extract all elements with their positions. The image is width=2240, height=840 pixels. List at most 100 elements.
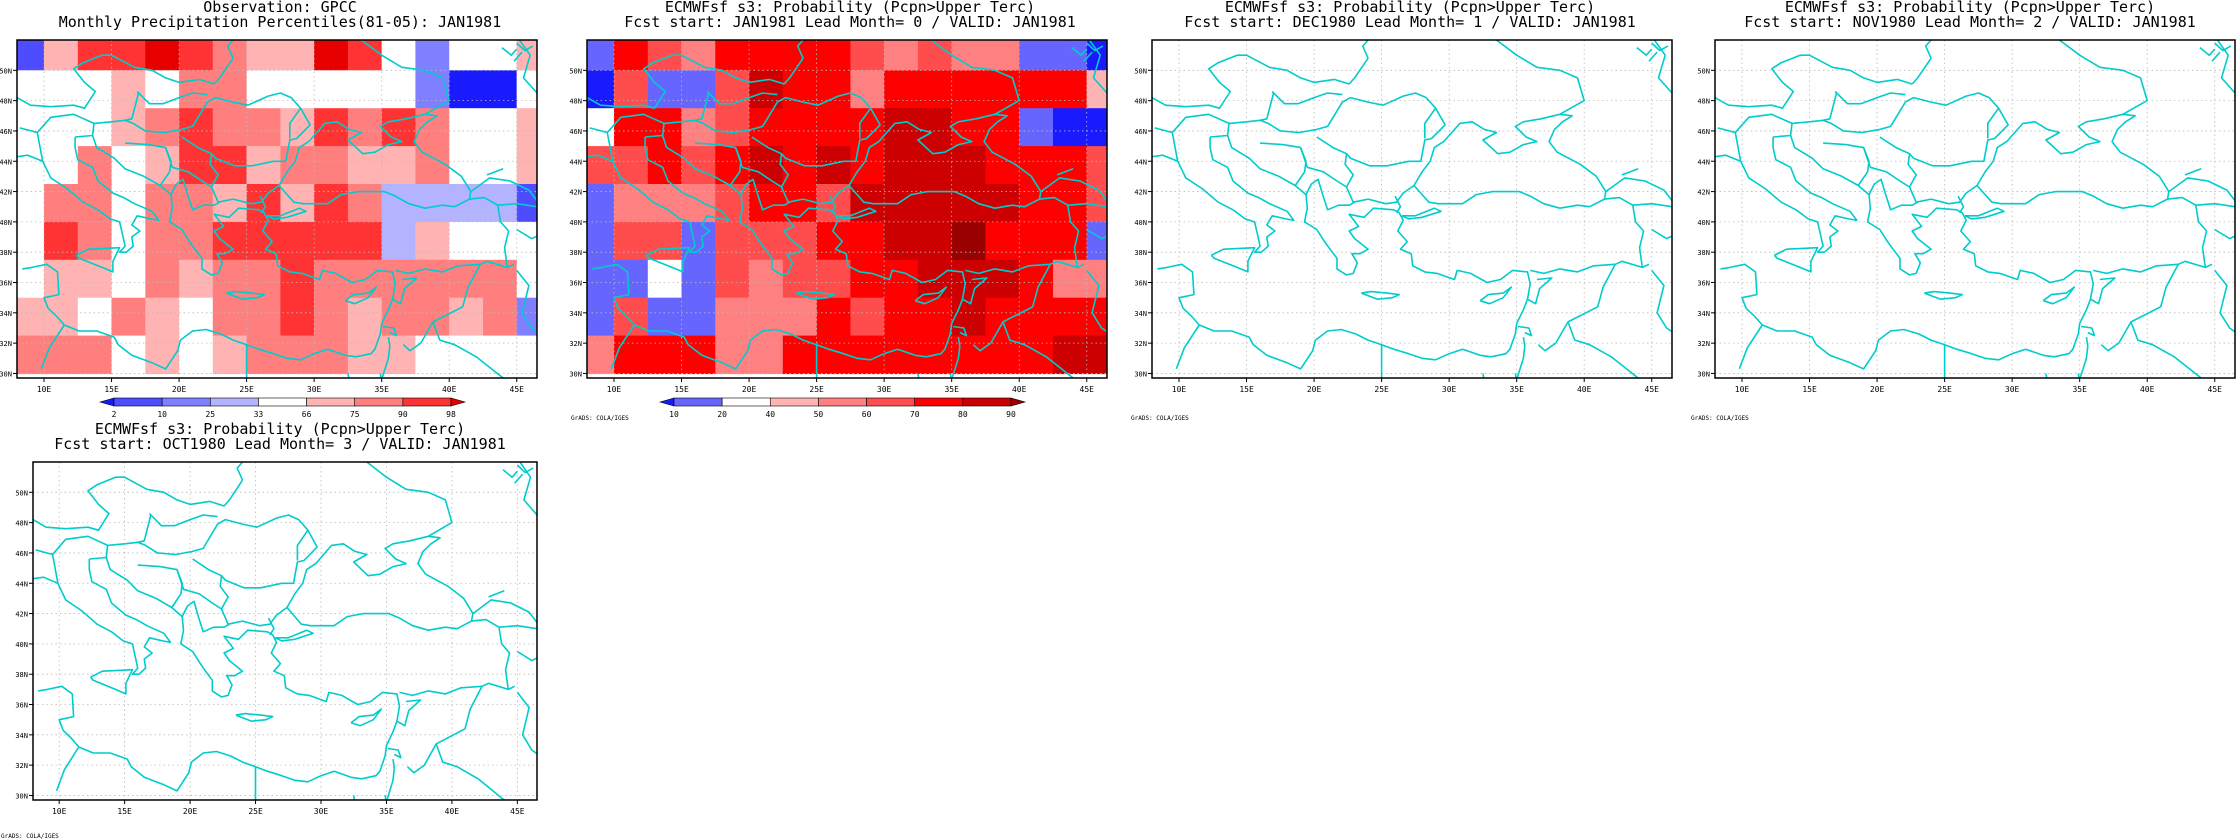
grid-cell — [850, 40, 885, 71]
lon-tick-label: 15E — [117, 807, 132, 816]
colorbar-label: 50 — [814, 410, 824, 419]
grid-cell — [17, 146, 45, 185]
grid-cell — [77, 297, 113, 337]
lat-tick-label: 38N — [0, 249, 12, 257]
lon-tick-label: 20E — [172, 385, 187, 394]
lat-tick-label: 48N — [569, 98, 582, 106]
grid-cell — [44, 335, 79, 375]
coastlines — [1715, 40, 2235, 378]
lon-tick-label: 40E — [442, 385, 457, 394]
lon-tick-label: 25E — [248, 807, 263, 816]
grid-cell — [280, 221, 315, 261]
grid-cell — [17, 108, 45, 147]
colorbar-segment — [673, 397, 723, 407]
colorbar-segment — [658, 397, 675, 407]
credit-text: GrADS: COLA/IGES — [1691, 415, 1749, 422]
lat-tick-label: 44N — [1697, 158, 1710, 166]
panel-title-line2: Fcst start: NOV1980 Lead Month= 2 / VALI… — [1744, 13, 2196, 31]
grid-cell — [816, 40, 851, 71]
panel-title-line1: ECMWFsf s3: Probability (Pcpn>Upper Terc… — [1784, 0, 2156, 16]
lat-tick-label: 36N — [15, 702, 28, 710]
grid-cell — [111, 70, 146, 109]
lat-tick-label: 38N — [1134, 249, 1147, 257]
panel-title-line2: Fcst start: JAN1981 Lead Month= 0 / VALI… — [624, 13, 1076, 31]
grid-cell — [77, 40, 113, 71]
credit-text: GrADS: COLA/IGES — [571, 415, 629, 422]
lon-tick-label: 20E — [742, 385, 757, 394]
grid-cell — [985, 297, 1020, 337]
lat-tick-label: 50N — [15, 489, 28, 497]
grid-cell — [749, 184, 784, 223]
grid-cell — [647, 70, 683, 109]
grid-cell — [449, 335, 484, 375]
grid-cell — [77, 70, 113, 109]
lat-tick-label: 30N — [1134, 370, 1147, 378]
grid-cell — [516, 184, 537, 223]
grid-cell — [246, 108, 281, 147]
coastlines — [1152, 40, 1672, 378]
grid-cell — [111, 146, 146, 185]
lat-tick-label: 40N — [1697, 219, 1710, 227]
lat-tick-label: 46N — [1134, 128, 1147, 136]
grid-cell — [381, 297, 417, 337]
panel-title-line1: ECMWFsf s3: Probability (Pcpn>Upper Terc… — [94, 420, 466, 438]
coastlines — [17, 40, 537, 378]
lat-tick-label: 50N — [1697, 67, 1710, 75]
lat-tick-label: 34N — [15, 732, 28, 740]
grid-cell — [77, 335, 113, 375]
credit-text: GrADS: COLA/IGES — [1, 833, 59, 840]
colorbar-segment — [769, 397, 819, 407]
grid-cell — [246, 40, 281, 71]
grid-cell — [212, 335, 248, 375]
grid-cell — [985, 221, 1020, 261]
grid-cell — [483, 40, 518, 71]
grid-cell — [614, 335, 649, 375]
grid-cell — [917, 40, 953, 71]
grid-cell — [179, 70, 214, 109]
lat-tick-label: 34N — [1134, 310, 1147, 318]
lat-tick-label: 42N — [1697, 189, 1710, 197]
grid-cell — [449, 108, 484, 147]
grid-cell — [415, 297, 450, 337]
lat-tick-label: 46N — [0, 128, 12, 136]
grid-cell — [614, 146, 649, 185]
grid-cell — [381, 221, 417, 261]
panel-title-line2: Fcst start: OCT1980 Lead Month= 3 / VALI… — [54, 435, 506, 453]
lon-tick-label: 10E — [1735, 385, 1750, 394]
grid-cell — [381, 184, 417, 223]
grid-cell — [17, 297, 45, 337]
grid-cell — [1086, 259, 1107, 299]
colorbar-label: 66 — [302, 410, 312, 419]
grid-cell — [1019, 40, 1054, 71]
grid-cell — [917, 108, 953, 147]
lat-tick-label: 34N — [1697, 310, 1710, 318]
colorbar-label: 2 — [112, 410, 117, 419]
grid-cell — [347, 146, 383, 185]
grid-cell — [985, 40, 1020, 71]
grid-cell — [614, 70, 649, 109]
grid-cell — [1053, 335, 1088, 375]
grid-cell — [44, 70, 79, 109]
colorbar-segment — [402, 397, 452, 407]
lon-tick-label: 25E — [239, 385, 254, 394]
map-panel-4: 10E 15E 20E 25E 30E 35E 40E 45E 30N 32N 34N 36N 38N 4… — [15, 461, 538, 816]
grid-cell — [647, 297, 683, 337]
grid-cell — [587, 297, 615, 337]
grid-cell — [647, 335, 683, 375]
colorbar-segment — [161, 397, 211, 407]
grid-cell — [816, 297, 851, 337]
lat-tick-label: 44N — [0, 158, 12, 166]
grid-cell — [884, 40, 919, 71]
lat-tick-label: 32N — [1134, 340, 1147, 348]
grid-cell — [985, 259, 1020, 299]
grid-cell — [1086, 297, 1107, 337]
grid-cell — [749, 259, 784, 299]
grid-cell — [77, 221, 113, 261]
grid-cell — [1019, 184, 1054, 223]
colorbar-label: 10 — [157, 410, 167, 419]
lat-tick-label: 30N — [15, 792, 28, 800]
panel-title-line1: Observation: GPCC — [203, 0, 357, 16]
lon-tick-label: 35E — [374, 385, 389, 394]
grid-cell — [483, 221, 518, 261]
colorbar-segment — [98, 397, 115, 407]
